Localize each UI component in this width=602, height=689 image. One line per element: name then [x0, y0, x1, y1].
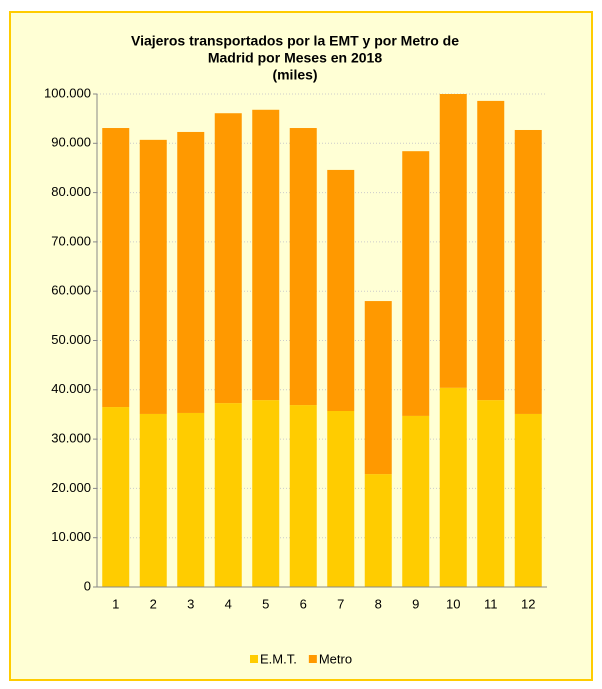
bar-segment [402, 415, 430, 587]
chart-title: Viajeros transportados por la EMT y por … [131, 33, 459, 49]
y-tick-label: 70.000 [51, 233, 91, 248]
bar-segment [214, 113, 242, 404]
bar-segment [102, 407, 130, 587]
x-tick-label: 5 [262, 596, 269, 611]
x-tick-label: 8 [375, 596, 382, 611]
y-tick-label: 100.000 [44, 85, 91, 100]
y-tick-label: 80.000 [51, 184, 91, 199]
bar-segment [289, 128, 317, 406]
bar-segment [252, 400, 280, 587]
bar-segment [177, 412, 205, 587]
bar-segment [252, 109, 280, 401]
x-tick-label: 1 [112, 596, 119, 611]
x-tick-label: 11 [484, 596, 498, 611]
bar-segment [364, 301, 392, 475]
x-tick-label: 6 [300, 596, 307, 611]
x-tick-label: 2 [150, 596, 157, 611]
legend-swatch [308, 655, 317, 663]
y-tick-label: 0 [84, 578, 91, 593]
y-tick-label: 30.000 [51, 431, 91, 446]
legend-label: E.M.T. [260, 651, 297, 666]
bar-segment [289, 405, 317, 587]
x-tick-label: 3 [187, 596, 194, 611]
bar-segment [514, 413, 542, 587]
y-tick-label: 50.000 [51, 332, 91, 347]
legend-label: Metro [319, 651, 352, 666]
bar-segment [402, 151, 430, 416]
bar-segment [177, 131, 205, 413]
y-tick-label: 40.000 [51, 381, 91, 396]
chart-title: Madrid por Meses en 2018 [208, 50, 383, 66]
bar-segment [364, 474, 392, 587]
bar-segment [439, 94, 467, 388]
x-tick-label: 9 [412, 596, 419, 611]
x-tick-label: 10 [446, 596, 460, 611]
bar-segment [139, 413, 167, 587]
bar-segment [214, 403, 242, 587]
x-tick-label: 7 [337, 596, 344, 611]
bar-segment [327, 410, 355, 587]
chart-title: (miles) [272, 67, 317, 83]
bar-segment [439, 387, 467, 587]
bar-segment [139, 139, 167, 414]
bar-segment [477, 400, 505, 587]
x-tick-label: 4 [225, 596, 232, 611]
bar-segment [514, 129, 542, 414]
x-tick-label: 12 [521, 596, 535, 611]
legend-swatch [250, 655, 258, 663]
y-tick-label: 10.000 [51, 529, 91, 544]
y-tick-label: 20.000 [51, 480, 91, 495]
bar-segment [477, 100, 505, 401]
y-tick-label: 90.000 [51, 135, 91, 150]
bar-segment [327, 169, 355, 411]
bar-segment [102, 128, 130, 408]
y-tick-label: 60.000 [51, 283, 91, 298]
